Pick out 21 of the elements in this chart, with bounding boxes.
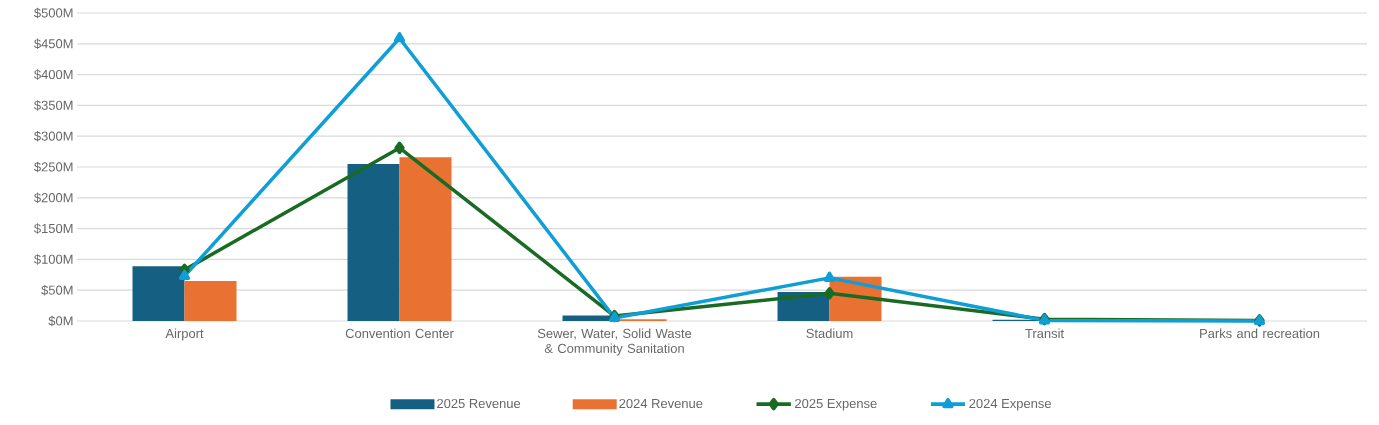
y-tick-label: $500M <box>34 7 73 19</box>
x-tick-label: Transit <box>1025 328 1064 339</box>
y-tick-label: $0M <box>48 315 73 327</box>
y-tick-label: $250M <box>34 161 73 173</box>
y-tick-label: $200M <box>34 192 73 204</box>
x-tick-label: Sewer, Water, Solid Waste & Community Sanitation <box>537 328 692 356</box>
x-tick-label: Parks and recreation <box>1200 328 1320 339</box>
x-tick-label: Stadium <box>806 328 853 339</box>
y-tick-label: $450M <box>34 38 73 50</box>
x-tick-label: Convention Center <box>345 328 454 339</box>
y-tick-label: $50M <box>41 284 73 296</box>
legend-label: 2025 Revenue <box>437 398 521 409</box>
x-tick-label: Airport <box>165 328 204 341</box>
legend-label: 2024 Expense <box>969 398 1051 411</box>
y-tick-label: $300M <box>34 130 73 142</box>
y-tick-label: $100M <box>34 254 73 265</box>
y-tick-label: $150M <box>34 223 73 234</box>
y-tick-label: $400M <box>34 69 73 80</box>
legend-label: 2024 Revenue <box>619 398 703 409</box>
y-tick-label: $350M <box>34 100 73 111</box>
legend-label: 2025 Expense <box>795 398 877 411</box>
